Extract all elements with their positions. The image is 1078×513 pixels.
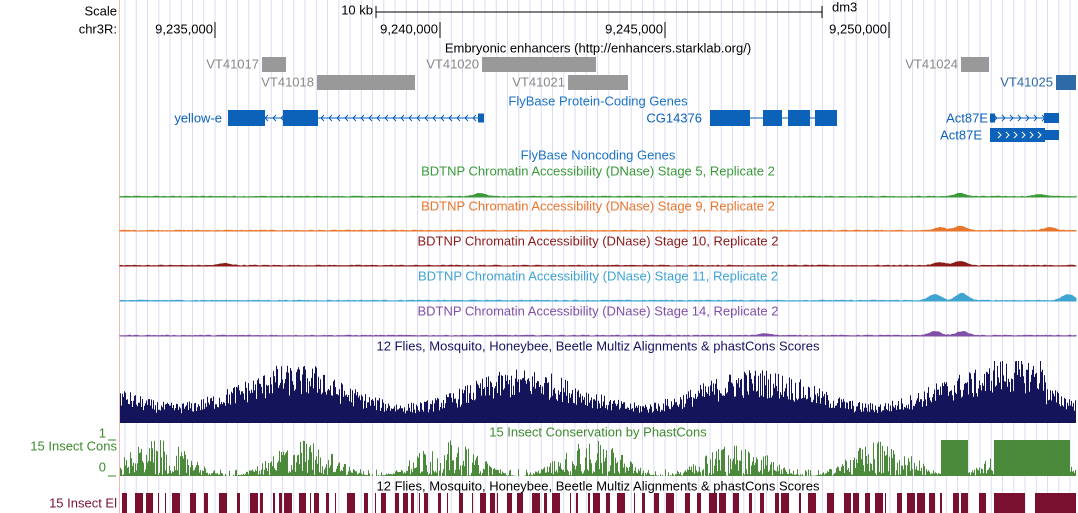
gene-label: Act87E bbox=[940, 127, 982, 142]
enhancer-label: VT41017 bbox=[206, 56, 259, 71]
gene-exon bbox=[815, 110, 837, 126]
chrom-label: chr3R: bbox=[79, 21, 117, 36]
track-title: FlyBase Noncoding Genes bbox=[521, 147, 676, 162]
gene-exon bbox=[990, 113, 995, 123]
multiz-signal bbox=[120, 361, 1076, 423]
assembly-label: dm3 bbox=[832, 0, 857, 14]
guide-lines bbox=[124, 0, 1071, 513]
track-title: BDTNP Chromatin Accessibility (DNase) St… bbox=[421, 198, 775, 213]
track-title: 12 Flies, Mosquito, Honeybee, Beetle Mul… bbox=[377, 478, 820, 493]
gene-strand-arrows bbox=[997, 131, 1042, 139]
scale-bar bbox=[375, 6, 823, 18]
cons-max-label: 1 bbox=[99, 425, 106, 440]
track-title: 12 Flies, Mosquito, Honeybee, Beetle Mul… bbox=[377, 338, 820, 353]
track-title: FlyBase Protein-Coding Genes bbox=[508, 93, 688, 108]
guide-lines bbox=[124, 0, 1071, 513]
ruler-tick-label: 9,240,000 bbox=[380, 21, 438, 36]
track-title: BDTNP Chromatin Accessibility (DNase) St… bbox=[417, 303, 778, 318]
ruler-tick-label: 9,250,000 bbox=[829, 21, 887, 36]
gene-exon bbox=[763, 110, 782, 126]
signal-track bbox=[119, 192, 1077, 198]
gene-exon bbox=[478, 113, 484, 123]
signal-track bbox=[119, 261, 1077, 267]
elements-left-label: 15 Insect El bbox=[49, 495, 117, 510]
gene-label: yellow-e bbox=[174, 110, 222, 125]
enhancer-label: VT41018 bbox=[261, 74, 314, 89]
ruler-tick-label: 9,235,000 bbox=[155, 21, 213, 36]
enhancer-label: VT41021 bbox=[512, 74, 565, 89]
enhancer-label: VT41024 bbox=[905, 56, 958, 71]
enhancer-label: VT41020 bbox=[426, 56, 479, 71]
gene-label: CG14376 bbox=[646, 110, 702, 125]
conserved-elements bbox=[122, 493, 1076, 513]
gene-exon bbox=[710, 110, 750, 126]
ruler-tick-label: 9,245,000 bbox=[605, 21, 663, 36]
signal-track bbox=[119, 330, 1077, 337]
enhancer-box bbox=[482, 57, 596, 72]
enhancer-label: VT41025 bbox=[1000, 74, 1053, 89]
enhancer-box bbox=[317, 75, 415, 90]
signal-track bbox=[119, 292, 1077, 302]
cons-min-label: 0 bbox=[99, 459, 106, 474]
gene-exon bbox=[1044, 113, 1059, 123]
enhancer-box bbox=[568, 75, 628, 90]
gene-strand-arrows bbox=[993, 114, 1046, 122]
gene-label: Act87E bbox=[946, 110, 988, 125]
track-title: BDTNP Chromatin Accessibility (DNase) St… bbox=[418, 268, 778, 283]
gene-exon bbox=[1044, 130, 1059, 140]
track-title: BDTNP Chromatin Accessibility (DNase) St… bbox=[417, 233, 778, 248]
track-title: 15 Insect Conservation by PhastCons bbox=[489, 424, 707, 439]
cons-signal bbox=[120, 440, 1076, 476]
scale-label: Scale bbox=[84, 3, 117, 18]
gene-exon bbox=[228, 110, 265, 126]
enhancer-box bbox=[1056, 75, 1076, 90]
cons-axis bbox=[108, 439, 116, 477]
signal-track bbox=[119, 225, 1077, 232]
scale-bar-label: 10 kb bbox=[341, 2, 373, 17]
track-title: BDTNP Chromatin Accessibility (DNase) St… bbox=[421, 163, 775, 178]
enhancer-box bbox=[262, 57, 286, 72]
gene-exon bbox=[283, 110, 318, 126]
gene-exon bbox=[788, 110, 810, 126]
track-title: Embryonic enhancers (http://enhancers.st… bbox=[445, 40, 751, 55]
cons-left-label: 15 Insect Cons bbox=[30, 438, 117, 453]
enhancer-box bbox=[961, 57, 989, 72]
